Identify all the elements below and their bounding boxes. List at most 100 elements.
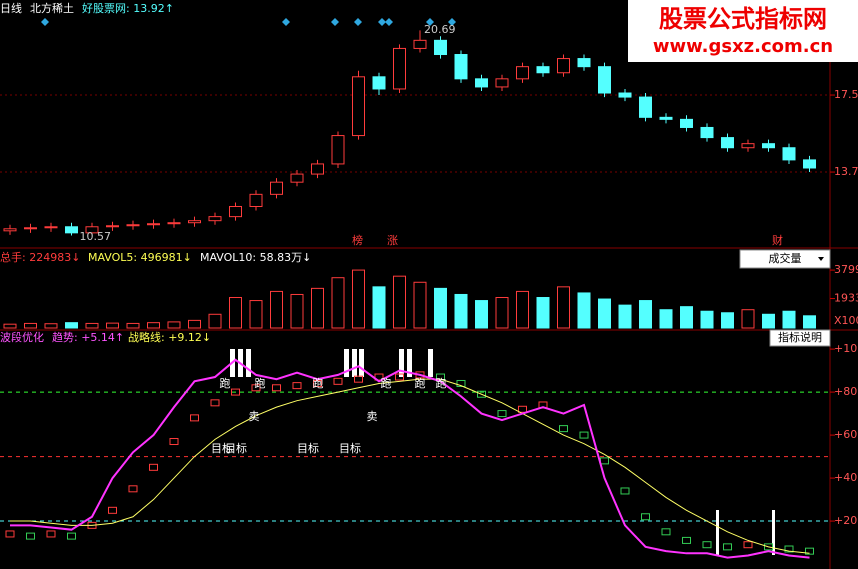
- volume-button[interactable]: [739, 249, 831, 269]
- step-box: [600, 457, 609, 465]
- signal-label: 跑: [415, 376, 426, 390]
- volume-bar: [167, 321, 181, 329]
- step-box: [374, 373, 384, 381]
- help-button-label[interactable]: 指标说明: [778, 330, 822, 344]
- volume-bar: [44, 323, 58, 329]
- candle-body: [454, 54, 468, 80]
- step-box: [149, 463, 158, 471]
- candle-body: [413, 39, 427, 49]
- signal-label: 目标: [211, 441, 233, 455]
- candle-body: [557, 58, 570, 74]
- candle-body: [24, 227, 37, 230]
- volume-bar: [311, 287, 324, 329]
- volume-bar: [188, 319, 201, 329]
- help-button[interactable]: [769, 329, 831, 347]
- candle-body: [680, 118, 693, 128]
- signal-bar: [716, 510, 719, 555]
- step-box: [354, 375, 363, 383]
- volume-bar: [65, 322, 78, 329]
- signal-bar: [407, 349, 412, 377]
- period: 日线: [0, 1, 22, 15]
- annotation: 10.57: [80, 230, 112, 243]
- candle-body: [167, 222, 181, 225]
- y-tick-label: +20.: [834, 514, 858, 527]
- volume-bar: [106, 322, 119, 329]
- volume-bar: [126, 322, 140, 329]
- candle-body: [577, 58, 591, 68]
- signal-diamonds: [41, 18, 456, 26]
- step-box: [641, 513, 650, 521]
- candle-body: [659, 116, 673, 120]
- signal-bar: [399, 349, 404, 377]
- y-tick-label: +60.: [834, 428, 858, 441]
- candle-body: [188, 220, 201, 224]
- step-box: [764, 543, 773, 551]
- volume-bar: [249, 300, 263, 329]
- annotation: 财: [772, 233, 783, 247]
- grid: [0, 94, 830, 173]
- volume-bar: [229, 297, 242, 329]
- volume-bar: [639, 300, 652, 329]
- signal-label: 跑: [381, 376, 392, 390]
- volume-bar: [352, 269, 365, 329]
- candle-body: [249, 193, 263, 207]
- step-box: [333, 377, 343, 385]
- legend-entry: 波段优化: [0, 330, 44, 344]
- step-box: [108, 506, 117, 514]
- volume-bar: [290, 293, 304, 329]
- signal-label: 跑: [436, 376, 447, 390]
- candle-body: [372, 76, 386, 90]
- volume-bar: [659, 309, 673, 329]
- candle-body: [85, 226, 99, 234]
- candle-body: [126, 224, 140, 227]
- legend-entry: 总手: 224983↓: [0, 250, 80, 264]
- step-box: [272, 384, 281, 392]
- legend-entry: MAVOL10: 58.83万↓: [200, 251, 311, 264]
- volume-bar: [331, 277, 345, 329]
- diamond: [41, 18, 456, 26]
- volume-bar: [3, 323, 17, 329]
- candle-body: [208, 216, 222, 222]
- volume-bar: [208, 313, 222, 329]
- volume-bar: [618, 304, 632, 329]
- signal-label: 卖: [367, 410, 378, 423]
- volume-bar: [557, 286, 570, 329]
- y-tick-label: 17.5: [834, 88, 858, 101]
- candle-body: [434, 39, 447, 56]
- volume-bar: [85, 322, 99, 329]
- candle-body: [803, 159, 816, 169]
- signal-label: 目标: [339, 441, 361, 455]
- step-box: [456, 379, 466, 387]
- candle-body: [495, 78, 509, 88]
- y-tick-label: 3799: [834, 263, 858, 276]
- candle-body: [618, 92, 632, 98]
- step-box: [559, 425, 568, 433]
- step-box: [436, 373, 445, 381]
- volume-bar: [495, 297, 509, 329]
- step-box: [26, 532, 35, 540]
- volume-bar: [598, 298, 611, 329]
- volume-bar: [680, 306, 693, 329]
- volume-bar: [434, 287, 447, 329]
- signal-label: 卖: [249, 410, 260, 423]
- step-box: [620, 487, 630, 495]
- candle-body: [290, 173, 304, 183]
- volume-bar: [516, 290, 529, 329]
- annotation: 20.69: [424, 23, 456, 36]
- volume-bar: [536, 297, 550, 329]
- candle-body: [106, 225, 119, 228]
- candle-body: [598, 66, 611, 94]
- signal-label: 目标: [297, 441, 319, 455]
- volume-button-label[interactable]: 成交量: [769, 251, 802, 265]
- step-box: [723, 543, 732, 551]
- annotation: 涨: [387, 234, 398, 247]
- candle-body: [475, 78, 488, 88]
- volume-bar: [762, 313, 775, 329]
- step-box: [395, 373, 404, 381]
- step-box: [497, 410, 507, 418]
- step-box: [210, 399, 220, 407]
- legend-entry: 趋势: +5.14↑: [52, 331, 124, 344]
